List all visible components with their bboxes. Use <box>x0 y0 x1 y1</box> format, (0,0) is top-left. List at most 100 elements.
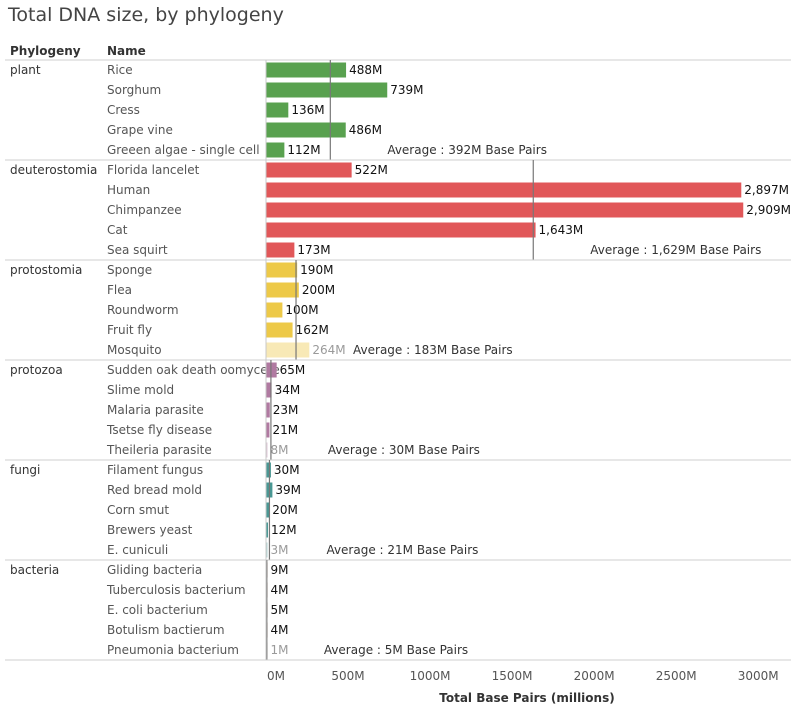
row-name-label: Sea squirt <box>107 243 168 257</box>
bar <box>266 542 268 558</box>
bar-value-label: 739M <box>390 83 423 97</box>
row-name-label: Tuberculosis bacterium <box>106 583 246 597</box>
row-name-label: Gliding bacteria <box>107 563 202 577</box>
bar-value-label: 34M <box>275 383 301 397</box>
bar <box>266 102 289 118</box>
row-name-label: Flea <box>107 283 132 297</box>
row-name-label: Grape vine <box>107 123 173 137</box>
row-name-label: Cress <box>107 103 140 117</box>
bar <box>266 262 298 278</box>
bar-value-label: 488M <box>349 63 382 77</box>
x-tick-label: 1000M <box>410 669 451 683</box>
row-name-label: Theileria parasite <box>106 443 212 457</box>
bar <box>266 242 295 258</box>
bar-value-label: 5M <box>271 603 289 617</box>
bar-value-label: 4M <box>271 623 289 637</box>
average-label: Average : 392M Base Pairs <box>387 143 547 157</box>
row-name-label: Sorghum <box>107 83 161 97</box>
row-name-label: Sudden oak death oomycete <box>107 363 280 377</box>
row-name-label: Pneumonia bacterium <box>107 643 239 657</box>
bar-value-label: 100M <box>285 303 318 317</box>
bar-value-label: 4M <box>271 583 289 597</box>
bar-value-label: 1M <box>271 643 289 657</box>
row-name-label: Human <box>107 183 150 197</box>
bar-value-label: 200M <box>302 283 335 297</box>
bar-value-label: 486M <box>349 123 382 137</box>
bar-value-label: 136M <box>291 103 324 117</box>
bar-value-label: 20M <box>272 503 298 517</box>
bar-value-label: 8M <box>271 443 289 457</box>
bar-value-label: 162M <box>296 323 329 337</box>
row-name-label: Fruit fly <box>107 323 152 337</box>
row-name-label: Botulism bactierum <box>107 623 225 637</box>
row-name-label: Tsetse fly disease <box>106 423 212 437</box>
average-label: Average : 30M Base Pairs <box>328 443 480 457</box>
bar-value-label: 21M <box>272 423 298 437</box>
bar <box>266 182 742 198</box>
bar-value-label: 23M <box>273 403 299 417</box>
bar <box>266 142 285 158</box>
group-label: protostomia <box>10 263 82 277</box>
row-name-label: Rice <box>107 63 133 77</box>
group-label: fungi <box>10 463 40 477</box>
row-name-label: Greeen algae - single cell <box>107 143 260 157</box>
average-label: Average : 183M Base Pairs <box>353 343 513 357</box>
row-name-label: E. cuniculi <box>107 543 168 557</box>
phylogeny-column-header: Phylogeny <box>10 44 81 58</box>
bar-value-label: 30M <box>274 463 300 477</box>
bar-value-label: 112M <box>287 143 320 157</box>
average-label: Average : 5M Base Pairs <box>324 643 468 657</box>
x-tick-label: 3000M <box>738 669 779 683</box>
row-name-label: Filament fungus <box>107 463 203 477</box>
x-axis: 0M 500M 1000M 1500M 2000M 2500M 3000M <box>267 669 779 683</box>
bar <box>266 122 346 138</box>
bar <box>266 282 299 298</box>
chart-title: Total DNA size, by phylogeny <box>8 4 284 26</box>
bar <box>266 162 352 178</box>
row-name-label: Chimpanzee <box>107 203 182 217</box>
row-name-label: Red bread mold <box>107 483 202 497</box>
bar <box>266 222 536 238</box>
bar <box>266 382 272 398</box>
bar <box>266 522 268 538</box>
row-name-label: Brewers yeast <box>107 523 193 537</box>
average-label: Average : 1,629M Base Pairs <box>590 243 761 257</box>
group-label: bacteria <box>10 563 59 577</box>
row-name-label: Malaria parasite <box>107 403 204 417</box>
average-label: Average : 21M Base Pairs <box>326 543 478 557</box>
bar <box>266 322 293 338</box>
bar-value-label: 65M <box>280 363 306 377</box>
row-name-label: Mosquito <box>107 343 162 357</box>
group-label: deuterostomia <box>10 163 97 177</box>
x-tick-label: 2000M <box>574 669 615 683</box>
row-name-label: Roundworm <box>107 303 179 317</box>
bar <box>266 82 388 98</box>
bar-value-label: 12M <box>271 523 297 537</box>
bar <box>266 402 270 418</box>
bar <box>266 342 310 358</box>
bar <box>266 202 744 218</box>
bar <box>266 502 270 518</box>
bar <box>266 302 283 318</box>
row-name-label: Sponge <box>107 263 152 277</box>
bar <box>266 62 347 78</box>
bar-value-label: 264M <box>312 343 345 357</box>
bar-value-label: 2,909M <box>746 203 791 217</box>
bar <box>266 442 268 458</box>
row-name-label: Slime mold <box>107 383 174 397</box>
bar-value-label: 2,897M <box>744 183 789 197</box>
group-label: protozoa <box>10 363 63 377</box>
bar <box>266 462 271 478</box>
row-name-label: Corn smut <box>107 503 169 517</box>
bar-value-label: 1,643M <box>539 223 584 237</box>
x-tick-label: 500M <box>331 669 364 683</box>
bar-value-label: 3M <box>271 543 289 557</box>
x-axis-label: Total Base Pairs (millions) <box>439 691 614 705</box>
x-tick-label: 2500M <box>656 669 697 683</box>
rows-layer: plant Rice 488M Sorghum 739M Cress 136M Grape v… <box>5 59 791 661</box>
bar-value-label: 190M <box>300 263 333 277</box>
row-name-label: Florida lancelet <box>107 163 200 177</box>
bar-value-label: 522M <box>355 163 388 177</box>
group-label: plant <box>10 63 41 77</box>
